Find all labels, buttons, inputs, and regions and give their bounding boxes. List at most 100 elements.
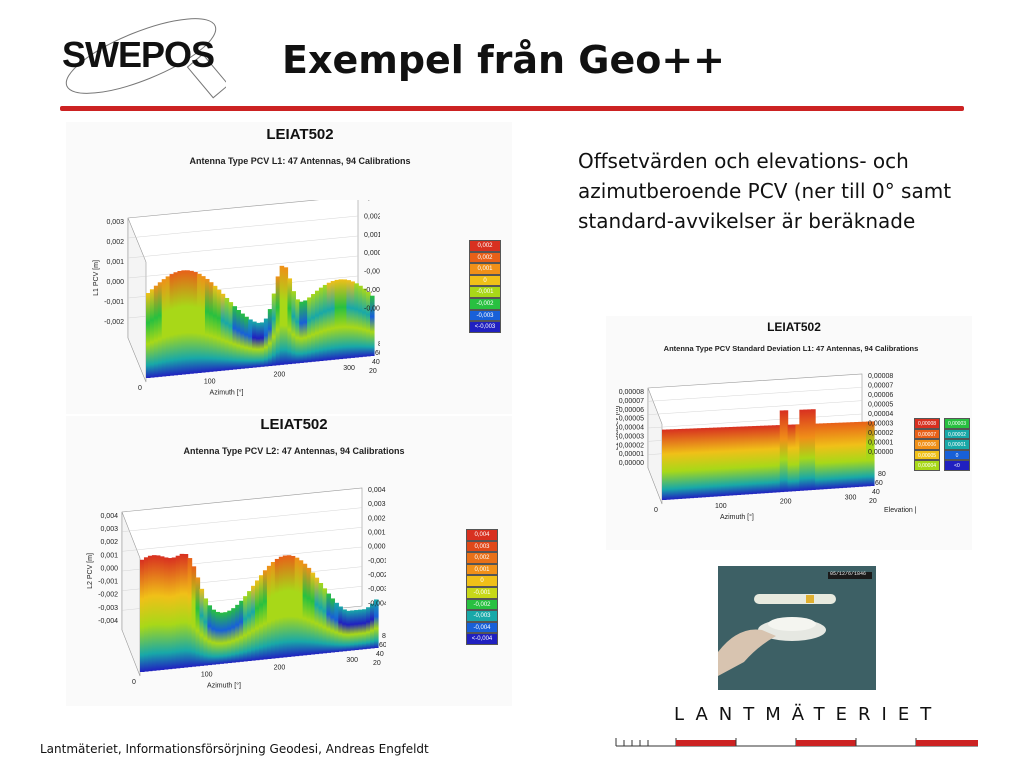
surface-column [177, 270, 183, 375]
left-tick-label: 0,003 [100, 526, 118, 533]
surface-column [236, 310, 241, 370]
surface-column [302, 563, 308, 656]
right-tick-label: 0,00001 [868, 440, 893, 447]
elevation-tick-label: 20 [373, 660, 381, 667]
surface-column [311, 294, 316, 362]
antenna-rod [754, 594, 836, 604]
surface-column [153, 285, 159, 378]
surface-column [775, 425, 781, 493]
surface-column [189, 270, 194, 374]
legend-entry: 0,002 [469, 240, 501, 252]
surface-column [167, 558, 173, 670]
surface-column [720, 427, 726, 497]
grid-line [127, 255, 359, 279]
plot-l2-surface: 0,004 0,003 0,002 0,001 0,000 -0,001 -0,002 -0,… [87, 487, 386, 690]
surface-column [807, 409, 812, 491]
antenna-photo: 05/12/6/1846 [718, 566, 876, 690]
azimuth-axis-label: Azimuth [°] [210, 388, 244, 396]
legend-entry: 0,002 [466, 552, 498, 564]
left-tick-label: 0,002 [106, 239, 124, 246]
surface-column [799, 409, 804, 491]
surface-column [358, 609, 363, 650]
surface-column [279, 265, 285, 365]
surface-column [219, 612, 224, 664]
left-tick-label: 0,00006 [619, 407, 644, 414]
elevation-tick-label: 40 [372, 359, 380, 366]
surface-column [256, 322, 261, 368]
legend-entry: 0,00004 [914, 460, 940, 471]
surface-column [299, 301, 304, 363]
y-axis-label: L1 StdDev [m] [616, 406, 620, 450]
surface-column [263, 318, 269, 367]
left-tick-label: 0,000 [106, 279, 124, 286]
surface-column [767, 425, 773, 493]
surface-column [193, 272, 198, 374]
surface-column [330, 281, 336, 360]
left-tick-label: 0,002 [100, 539, 118, 546]
surface-column [834, 422, 840, 489]
azimuth-axis-label: Azimuth [°] [207, 682, 241, 690]
surface-column [858, 421, 863, 487]
plot-l1-subtitle: Antenna Type PCV L1: 47 Antennas, 94 Cal… [189, 156, 411, 166]
left-tick-label: 0,004 [100, 513, 118, 520]
legend-entry: 0 [469, 274, 501, 287]
surface-column [240, 313, 245, 369]
surface-column [374, 599, 379, 648]
hand [718, 629, 776, 676]
surface-column [787, 424, 793, 492]
legend-entry: 0,00002 [944, 428, 970, 439]
right-tick-label: -0,004 [368, 600, 386, 607]
surface-column [290, 555, 296, 657]
surface-column [306, 567, 312, 655]
azimuth-tick-label: 300 [343, 365, 355, 372]
plot-l1-legend: 0,002 0,002 0,001 0 -0,001 -0,002 -0,003 <-0,00… [469, 240, 501, 333]
surface-column [342, 609, 347, 652]
surface-column [208, 282, 214, 372]
legend-entry: 0,00007 [914, 428, 940, 439]
legend-entry: 0,00006 [914, 439, 940, 450]
side-wall [647, 387, 663, 505]
surface-column [252, 321, 257, 368]
surface-column [732, 426, 738, 496]
surface-column [701, 428, 706, 498]
surface-column [283, 267, 289, 365]
legend-entry: 0,004 [466, 529, 498, 541]
surface-column [740, 426, 746, 495]
surface-column [818, 423, 824, 490]
surface-column [850, 422, 855, 488]
right-tick-label: 0,004 [368, 487, 386, 494]
right-tick-label: 0,002 [364, 213, 380, 220]
surface-column [354, 283, 359, 358]
legend-entry: -0,004 [466, 621, 498, 634]
surface-column [243, 596, 248, 662]
surface-column [291, 291, 296, 364]
plot-sd-surface: 0,000080,000070,000060,000050,000040,000… [616, 373, 916, 521]
left-tick-label: 0,00000 [619, 460, 644, 467]
surface-column [262, 570, 268, 660]
elevation-tick-label: 20 [369, 368, 377, 375]
surface-column [231, 608, 236, 663]
right-tick-label: 0,00000 [868, 449, 893, 456]
surface-column [697, 428, 702, 498]
y-axis-label: L2 PCV [m] [87, 553, 94, 589]
legend-entry: 0,00005 [914, 449, 940, 460]
surface-column [199, 588, 205, 666]
surface-column [179, 553, 185, 668]
surface-column [143, 557, 149, 672]
surface-column [354, 610, 359, 651]
surface-column [183, 554, 189, 668]
right-tick-label: 0,00002 [868, 430, 893, 437]
legend-entry: 0,001 [466, 563, 498, 576]
legend-entry: -0,001 [466, 586, 498, 599]
surface-column [803, 409, 808, 491]
legend-entry: 0,001 [469, 263, 501, 275]
grid-line [121, 507, 363, 532]
surface-column [173, 272, 179, 376]
surface-column [248, 319, 253, 368]
azimuth-tick-label: 0 [138, 385, 142, 392]
right-tick-label: 0,00006 [868, 392, 893, 399]
left-tick-label: -0,002 [98, 592, 118, 599]
left-tick-label: -0,004 [98, 618, 118, 625]
surface-column [370, 603, 375, 649]
surface-column [215, 611, 220, 665]
